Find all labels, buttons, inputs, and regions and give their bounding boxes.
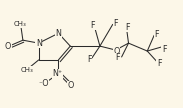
Text: F: F (157, 59, 161, 68)
Text: F: F (113, 19, 118, 28)
Text: N: N (36, 39, 42, 48)
Text: ⁻O: ⁻O (38, 79, 49, 88)
Text: F: F (87, 55, 91, 64)
Text: O: O (67, 81, 73, 90)
Text: N: N (55, 29, 61, 38)
Text: O: O (5, 42, 11, 51)
Text: F: F (115, 53, 120, 62)
Text: N⁺: N⁺ (52, 69, 63, 78)
Text: F: F (154, 30, 158, 39)
Text: F: F (162, 45, 166, 54)
Text: F: F (91, 21, 95, 30)
Text: CH₃: CH₃ (14, 21, 26, 27)
Text: F: F (125, 23, 130, 32)
Text: O: O (113, 47, 120, 56)
Text: CH₃: CH₃ (20, 67, 33, 73)
